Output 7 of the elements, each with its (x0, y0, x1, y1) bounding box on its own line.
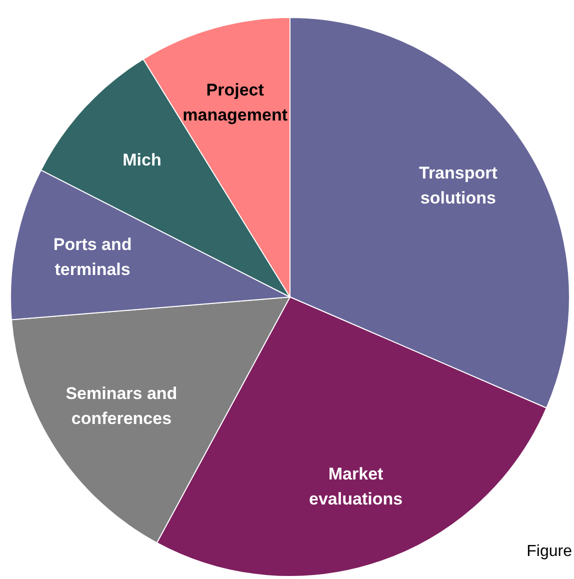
slice-label: Seminars and conferences (66, 384, 178, 428)
slice-label: Transport solutions (418, 164, 498, 208)
text: Figure (526, 543, 572, 561)
slice-label: Market evaluations (309, 464, 403, 508)
slice-label: Project management (182, 80, 288, 125)
slice-label: Ports and terminals (53, 235, 132, 280)
slice-label: Mich (122, 150, 162, 170)
